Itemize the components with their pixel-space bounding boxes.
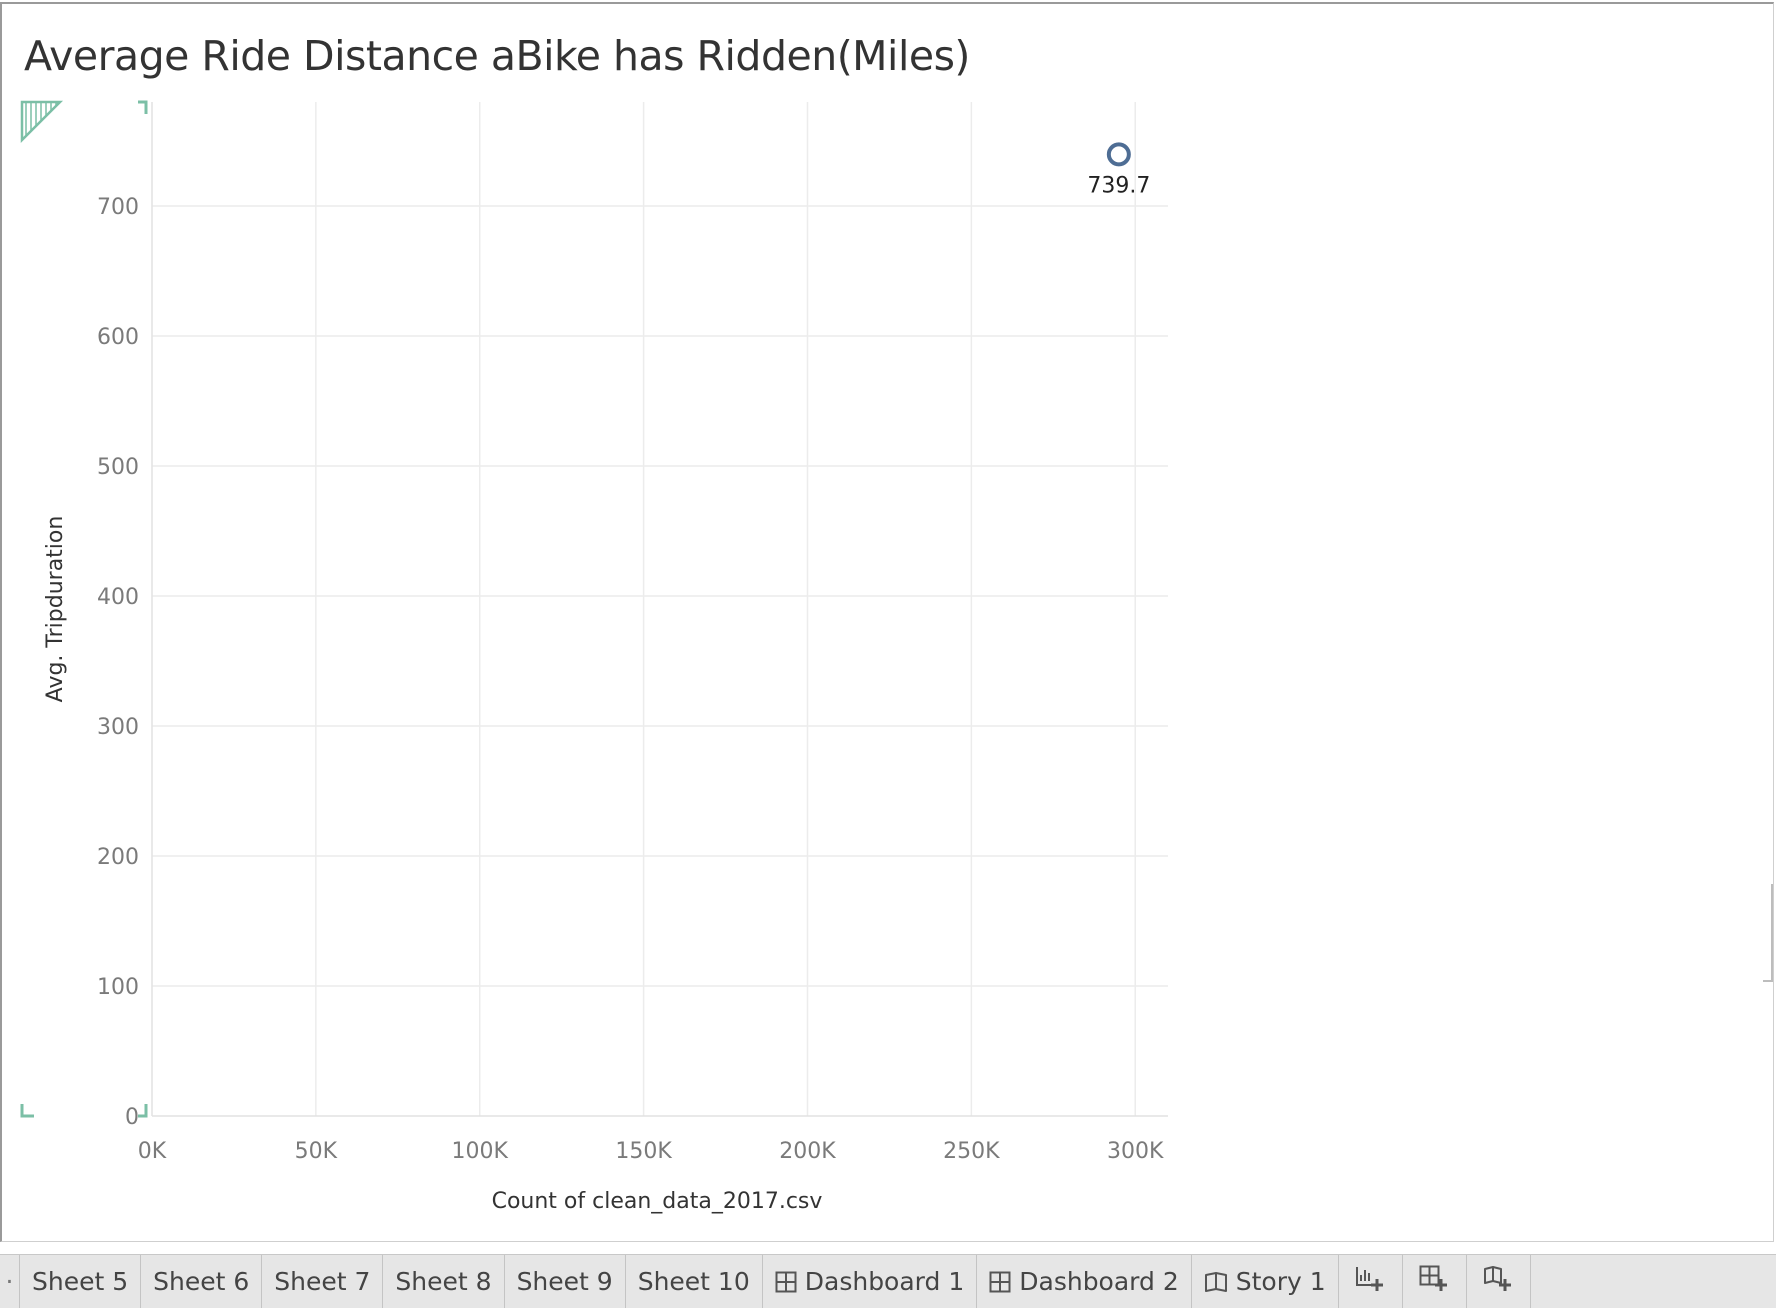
- new-story-button[interactable]: [1467, 1255, 1531, 1308]
- x-tick-label: 0K: [138, 1139, 167, 1164]
- tab-label: Sheet 10: [637, 1267, 750, 1296]
- scatter-chart: 0K 50K 100K 150K 200K 250K 300K 0 100 200 300 400 50…: [20, 100, 1168, 1214]
- tab-label: Sheet 6: [153, 1267, 250, 1296]
- data-label: 739.7: [1087, 173, 1150, 198]
- tab-label: Sheet 7: [274, 1267, 371, 1296]
- new-dashboard-icon: [1419, 1265, 1449, 1299]
- story-icon: [1204, 1271, 1228, 1293]
- selection-corner-top-right: [138, 100, 148, 114]
- tab-label: Sheet 5: [32, 1267, 129, 1296]
- tab-label: Sheet 8: [395, 1267, 492, 1296]
- worksheet-title: Average Ride Distance aBike has Ridden(M…: [24, 32, 970, 80]
- view-edge-marker: [1763, 884, 1773, 982]
- y-tick-label: 300: [97, 715, 139, 740]
- x-tick-label: 200K: [779, 1139, 836, 1164]
- y-tick-label: 100: [97, 975, 139, 1000]
- y-tick-label: 0: [125, 1105, 139, 1130]
- worksheet-view: Average Ride Distance aBike has Ridden(M…: [0, 2, 1774, 1242]
- y-axis-title: Avg. Tripduration: [43, 516, 68, 703]
- x-tick-label: 250K: [943, 1139, 1000, 1164]
- new-worksheet-icon: [1355, 1265, 1385, 1299]
- scatter-point: [1106, 142, 1131, 167]
- y-tick-label: 500: [97, 455, 139, 480]
- selection-corner-bottom-right: [138, 1104, 148, 1118]
- tab-scroll-left-label: ·: [5, 1267, 14, 1296]
- y-tick-label: 400: [97, 585, 139, 610]
- tab-label: Story 1: [1235, 1267, 1326, 1296]
- new-dashboard-button[interactable]: [1403, 1255, 1467, 1308]
- y-tick-label: 700: [97, 195, 139, 220]
- new-worksheet-button[interactable]: [1339, 1255, 1403, 1308]
- tab-sheet-10[interactable]: Sheet 10: [626, 1255, 763, 1308]
- tab-story-1[interactable]: Story 1: [1192, 1255, 1339, 1308]
- tab-scroll-left[interactable]: ·: [0, 1255, 20, 1308]
- dashboard-icon: [775, 1271, 797, 1293]
- tab-sheet-8[interactable]: Sheet 8: [383, 1255, 505, 1308]
- tab-label: Dashboard 1: [804, 1267, 965, 1296]
- tab-dashboard-1[interactable]: Dashboard 1: [763, 1255, 978, 1308]
- tab-sheet-6[interactable]: Sheet 6: [141, 1255, 263, 1308]
- tab-sheet-7[interactable]: Sheet 7: [262, 1255, 384, 1308]
- x-tick-label: 150K: [615, 1139, 672, 1164]
- tab-label: Dashboard 2: [1019, 1267, 1179, 1296]
- tab-dashboard-2[interactable]: Dashboard 2: [977, 1255, 1192, 1308]
- new-story-icon: [1483, 1265, 1513, 1299]
- x-tick-label: 50K: [295, 1139, 338, 1164]
- selection-corner-bottom-left: [20, 1104, 34, 1118]
- tab-label: Sheet 9: [516, 1267, 613, 1296]
- sheet-tab-bar: · Sheet 5 Sheet 6 Sheet 7 Sheet 8 Sheet …: [0, 1254, 1776, 1308]
- y-tick-label: 200: [97, 845, 139, 870]
- y-tick-label: 600: [97, 325, 139, 350]
- x-tick-label: 300K: [1107, 1139, 1164, 1164]
- dashboard-icon: [989, 1271, 1011, 1293]
- tab-sheet-9[interactable]: Sheet 9: [505, 1255, 626, 1308]
- x-axis-title: Count of clean_data_2017.csv: [492, 1189, 823, 1214]
- x-tick-label: 100K: [452, 1139, 509, 1164]
- tab-sheet-5[interactable]: Sheet 5: [20, 1255, 142, 1308]
